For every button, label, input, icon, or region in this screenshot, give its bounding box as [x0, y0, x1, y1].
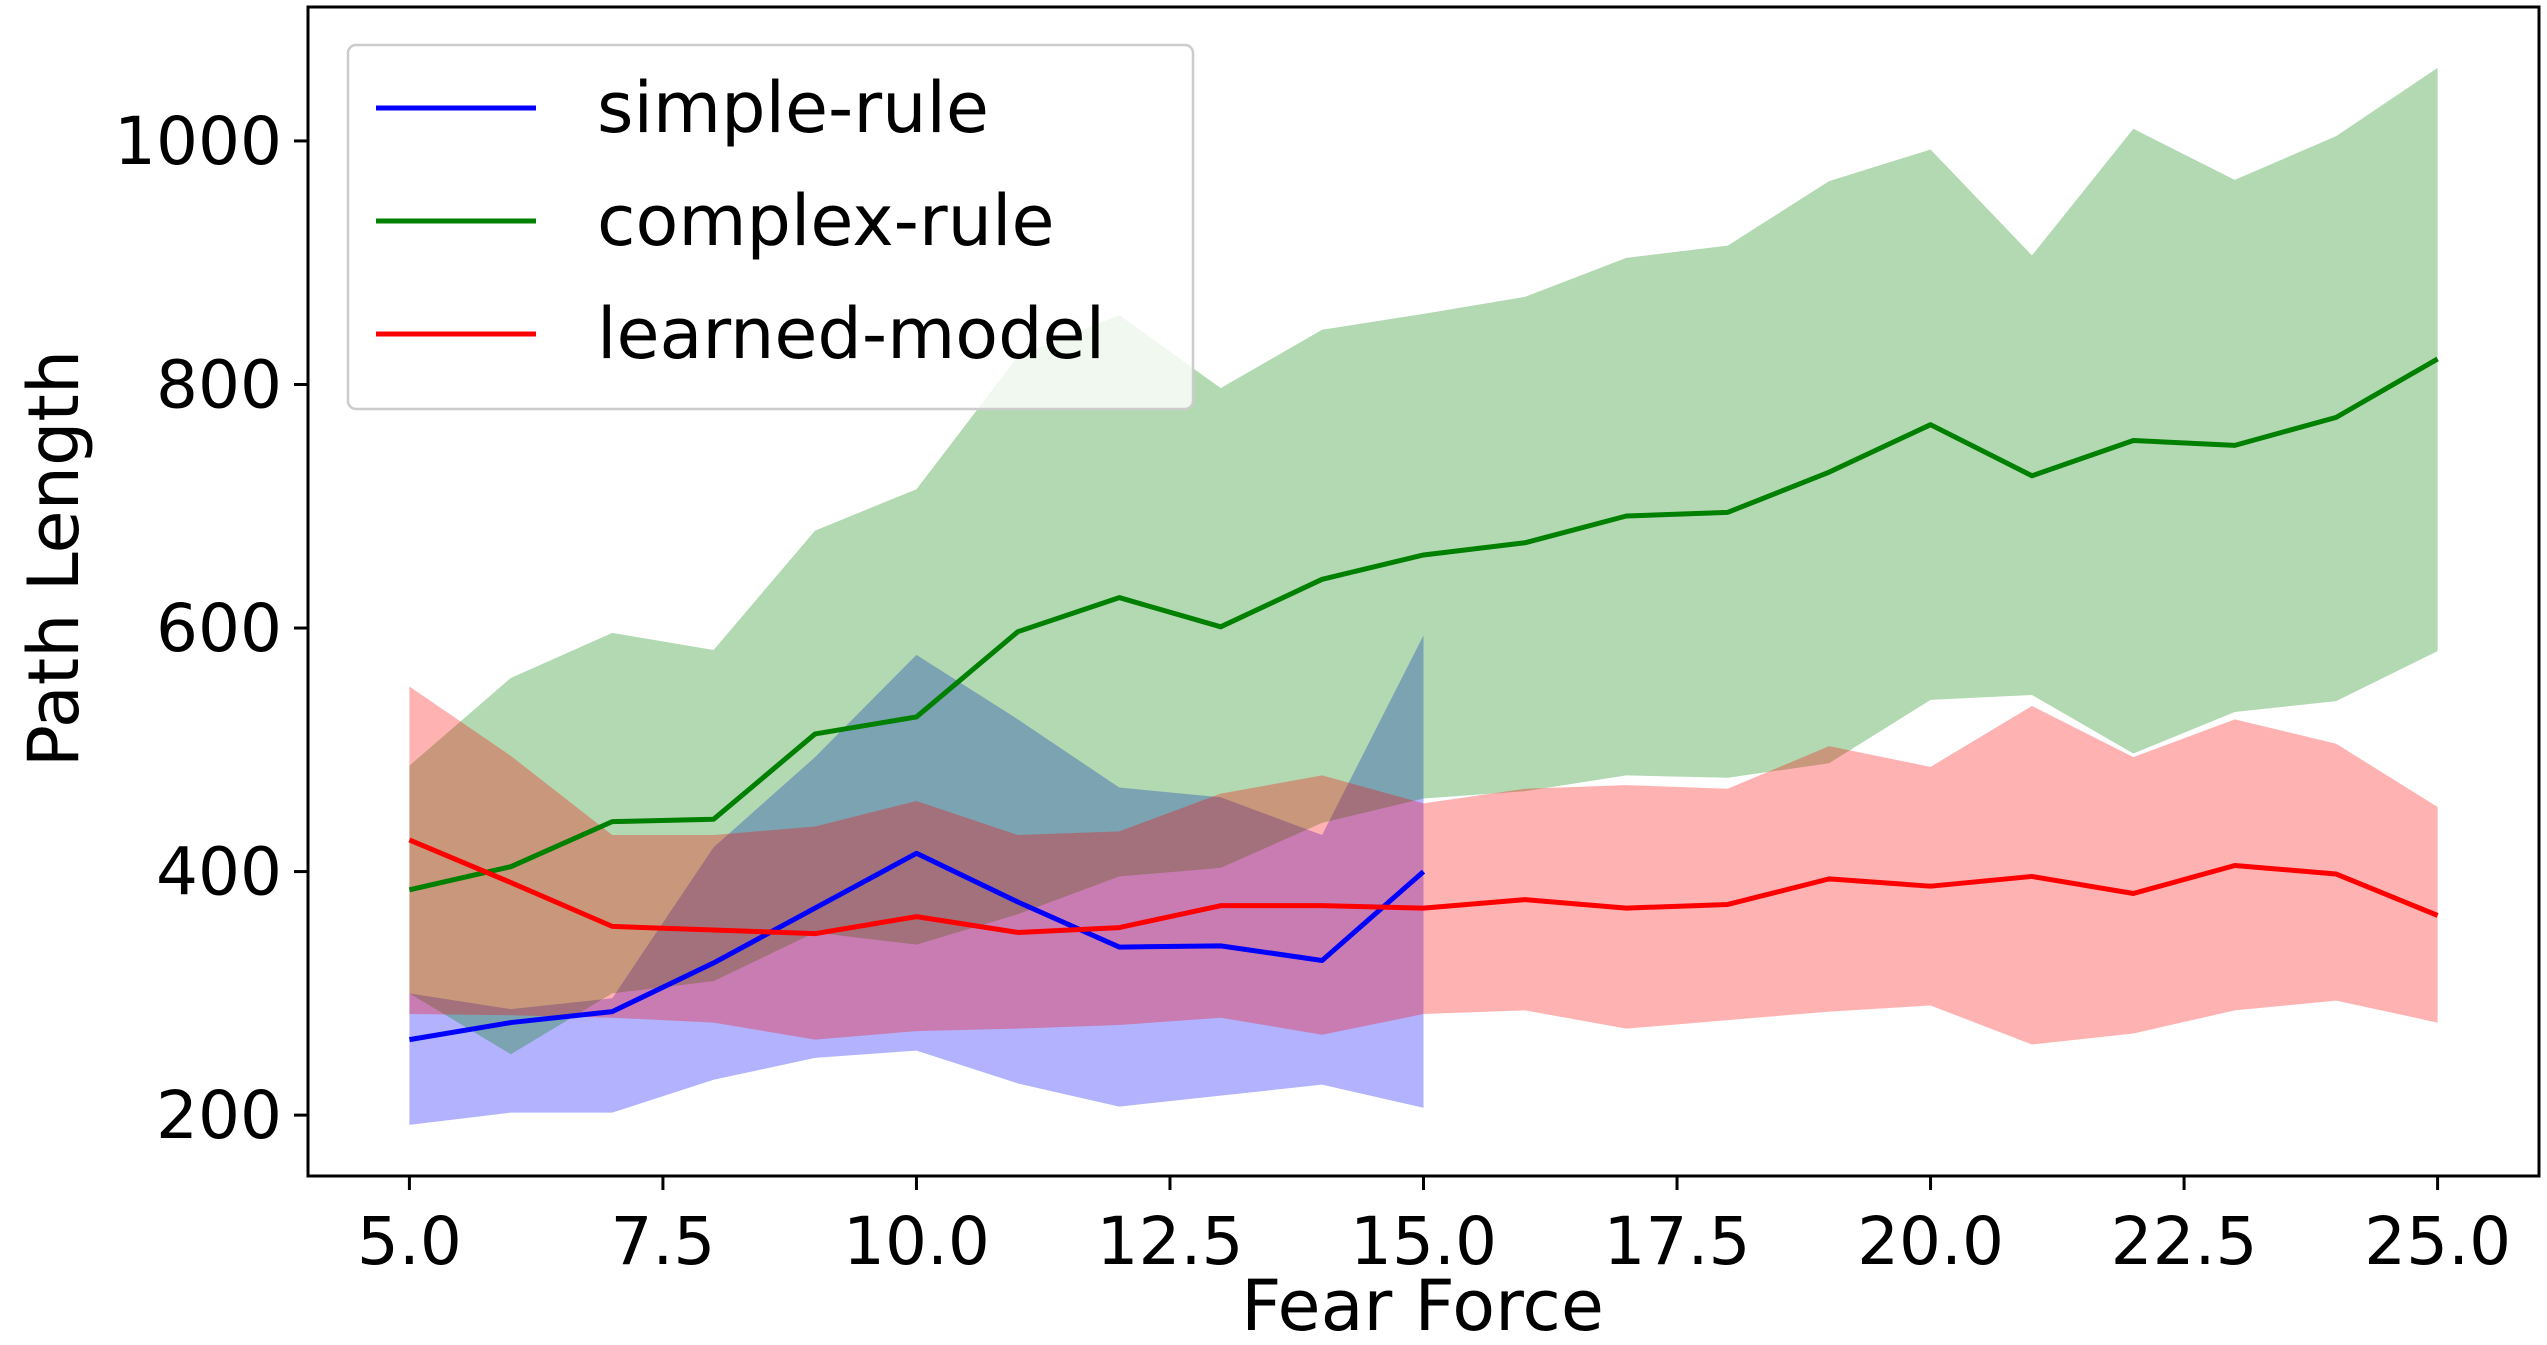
band-simple-rule [409, 635, 1424, 1125]
legend-items: simple-rule complex-rule learned-model [376, 67, 1105, 375]
x-tick-label: 17.5 [1604, 1203, 1751, 1280]
x-tick-label: 7.5 [610, 1203, 715, 1280]
y-tick-label: 400 [156, 834, 282, 911]
band-learned-model [409, 686, 2438, 1045]
y-tick-label: 1000 [114, 103, 282, 180]
series-lines [408, 356, 2439, 1043]
x-tick-label: 5.0 [357, 1203, 462, 1280]
x-tick-label: 22.5 [2111, 1203, 2258, 1280]
y-tick-label: 200 [156, 1077, 282, 1154]
x-tick-label: 20.0 [1857, 1203, 2004, 1280]
band-complex-rule [409, 67, 2438, 1055]
y-tick-label: 600 [156, 590, 282, 667]
confidence-bands [409, 67, 2438, 1125]
legend-label-simple-rule: simple-rule [597, 67, 989, 149]
x-tick-label: 10.0 [843, 1203, 990, 1280]
x-axis-ticks: 5.0 7.5 10.0 12.5 15.0 17.5 20.0 22.5 25.0 [357, 1176, 2511, 1280]
x-tick-label: 12.5 [1097, 1203, 1244, 1280]
x-tick-label: 15.0 [1350, 1203, 1497, 1280]
line-learned-model [408, 837, 2439, 937]
y-axis-label: Path Length [13, 350, 95, 767]
y-axis-ticks: 200 400 600 800 1000 [114, 103, 308, 1154]
y-tick-label: 800 [156, 346, 282, 423]
line-complex-rule [408, 356, 2439, 893]
line-simple-rule [408, 850, 1426, 1043]
legend-label-complex-rule: complex-rule [597, 180, 1055, 262]
x-tick-label: 25.0 [2364, 1203, 2511, 1280]
legend-label-learned-model: learned-model [597, 293, 1105, 375]
legend-box [346, 43, 1195, 411]
x-axis-label: Fear Force [1241, 1265, 1604, 1345]
legend: simple-rule complex-rule learned-model [346, 43, 1195, 411]
